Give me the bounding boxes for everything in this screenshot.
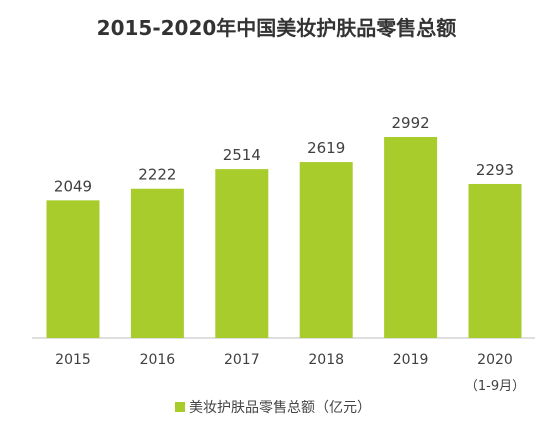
data-label-2020: 2293 xyxy=(476,161,514,179)
data-label-2017: 2514 xyxy=(223,146,261,164)
bar-2017 xyxy=(215,169,269,338)
bar-2016 xyxy=(130,188,184,338)
legend-label: 美妆护肤品零售总额（亿元） xyxy=(189,400,371,416)
x-tick-label-2016: 2016 xyxy=(140,352,176,368)
bar-2018 xyxy=(299,162,353,338)
x-tick-sublabel-2020: （1-9月） xyxy=(465,379,525,394)
data-label-2019: 2992 xyxy=(392,114,430,132)
legend: 美妆护肤品零售总额（亿元） xyxy=(175,397,371,417)
x-tick-label-2018: 2018 xyxy=(308,352,344,368)
bar-2020 xyxy=(468,183,522,338)
x-tick-label-2019: 2019 xyxy=(393,352,429,368)
data-label-2015: 2049 xyxy=(54,177,92,195)
data-label-2018: 2619 xyxy=(307,139,345,157)
bar-2019 xyxy=(384,137,438,338)
x-tick-label-2017: 2017 xyxy=(224,352,260,368)
legend-swatch xyxy=(175,402,185,412)
x-tick-label-2015: 2015 xyxy=(55,352,91,368)
data-label-2016: 2222 xyxy=(138,166,176,184)
x-tick-label-2020: 2020 xyxy=(477,352,513,368)
bar-2015 xyxy=(46,200,100,338)
chart-title: 2015-2020年中国美妆护肤品零售总额 xyxy=(96,16,457,40)
